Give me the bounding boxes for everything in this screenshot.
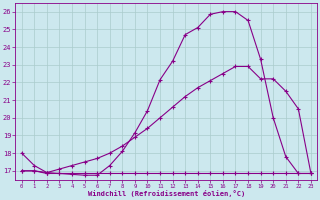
X-axis label: Windchill (Refroidissement éolien,°C): Windchill (Refroidissement éolien,°C) <box>88 190 245 197</box>
